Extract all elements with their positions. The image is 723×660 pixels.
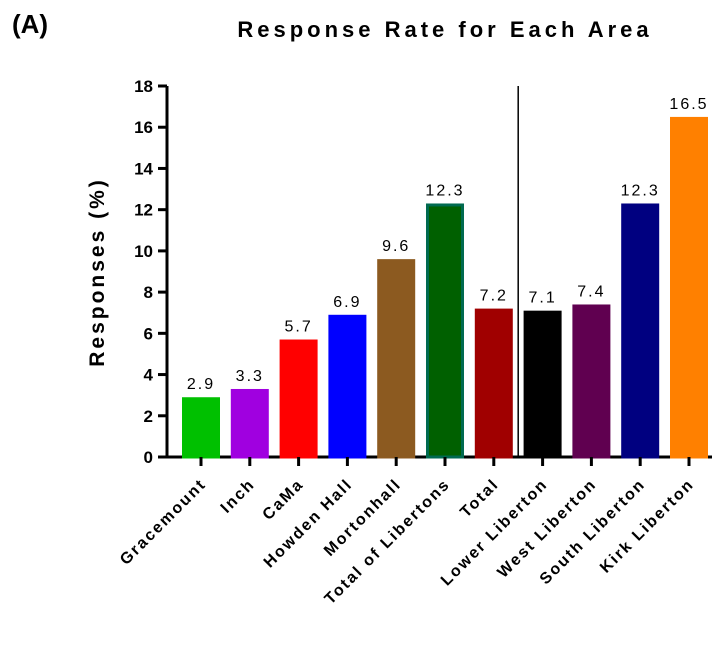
- y-axis-label: Responses (%): [86, 177, 109, 367]
- y-tick-label: 0: [144, 448, 153, 467]
- bar-total-of-libertons: [426, 203, 464, 459]
- data-label: 12.3: [621, 182, 660, 199]
- x-tick-label: Inch: [218, 476, 259, 517]
- data-label: 7.2: [480, 288, 508, 305]
- data-label: 7.1: [528, 290, 556, 307]
- data-label: 5.7: [284, 319, 312, 336]
- y-tick-label: 14: [134, 159, 153, 178]
- bar-south-liberton: [621, 203, 660, 459]
- data-label: 2.9: [187, 376, 215, 393]
- bar-howden-hall: [328, 314, 367, 459]
- bar-total: [474, 308, 513, 459]
- y-tick-label: 10: [134, 242, 153, 261]
- data-label: 9.6: [382, 238, 410, 255]
- y-tick-label: 2: [144, 407, 153, 426]
- panel-label: (A): [12, 9, 48, 39]
- x-tick-label: CaMa: [260, 476, 308, 524]
- data-label: 6.9: [333, 294, 361, 311]
- data-label: 7.4: [577, 283, 605, 300]
- data-label: 12.3: [425, 182, 464, 199]
- x-tick-label: Kirk Liberton: [597, 476, 698, 577]
- y-tick-label: 16: [134, 118, 153, 137]
- y-tick-label: 12: [134, 201, 153, 220]
- x-tick-label: Total: [457, 476, 502, 521]
- y-tick-label: 8: [144, 283, 153, 302]
- y-tick-label: 4: [144, 366, 154, 385]
- bar-kirk-liberton: [670, 116, 708, 459]
- bar-mortonhall: [377, 259, 416, 459]
- bar-cama: [279, 339, 318, 459]
- y-tick-label: 6: [144, 324, 153, 343]
- bar-gracemount: [182, 397, 220, 459]
- x-tick-label: Gracemount: [117, 476, 210, 569]
- bar-lower-liberton: [523, 310, 562, 459]
- data-label: 3.3: [236, 368, 264, 385]
- data-label: 16.5: [669, 96, 708, 113]
- y-tick-label: 18: [134, 77, 153, 96]
- bar-west-liberton: [572, 304, 611, 459]
- chart-title: Response Rate for Each Area: [237, 17, 652, 42]
- x-tick-label: Howden Hall: [261, 476, 356, 571]
- plot-area: 0 2 4 6 8 10 12 14 16 18 2.9 Gracemount 3.3 Inch 5.7 Ca…: [117, 77, 712, 608]
- bar-inch: [230, 388, 269, 459]
